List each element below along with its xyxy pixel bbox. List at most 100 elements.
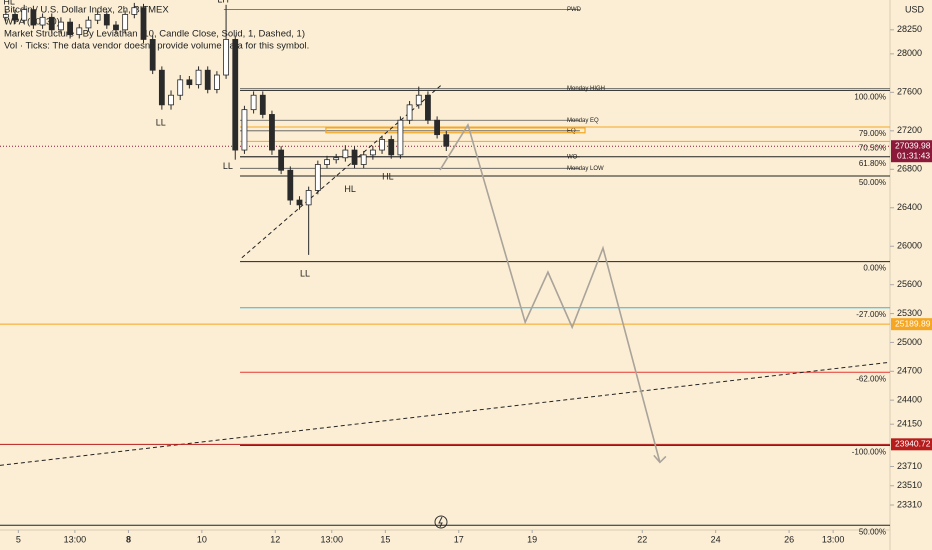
candle-body — [186, 79, 193, 86]
y-tick-label: 27600 — [897, 87, 922, 97]
fib-label: -27.00% — [856, 310, 886, 319]
candle-body — [177, 79, 184, 96]
x-tick-label: 26 — [784, 534, 794, 544]
candle-body — [278, 149, 285, 171]
session-label: Monday HIGH — [567, 86, 605, 92]
candle-body — [360, 154, 367, 165]
candle-body — [103, 14, 110, 26]
session-label: EQ — [567, 128, 576, 134]
candle-body — [296, 199, 303, 206]
session-label: PWD — [567, 7, 582, 13]
candle-body — [21, 9, 28, 21]
y-tick-label: 23510 — [897, 480, 922, 490]
candle-body — [2, 14, 9, 18]
session-label: Monday LOW — [567, 166, 604, 172]
candle-body — [259, 94, 266, 115]
candle-body — [158, 69, 165, 106]
x-tick-label: 15 — [380, 534, 390, 544]
fib-label: 50.00% — [859, 178, 886, 187]
candle-body — [48, 16, 55, 31]
candle-body — [415, 94, 422, 106]
price-tag-label: 23940.72 — [895, 439, 931, 449]
projection-arrow — [653, 454, 667, 464]
candle-body — [379, 139, 385, 151]
price-tag-timer: 01:31:43 — [897, 150, 930, 160]
candle-body — [30, 9, 37, 26]
legend-text: Vol · Ticks: The data vendor doesn't pro… — [4, 41, 309, 52]
candle-body — [425, 94, 431, 121]
candle-body — [305, 190, 312, 206]
price-tag — [891, 318, 932, 331]
candle-body — [333, 157, 340, 161]
candle-body — [434, 119, 441, 136]
candle-body — [94, 14, 101, 21]
x-tick-label: 17 — [454, 534, 464, 544]
replay-icon[interactable] — [434, 515, 448, 529]
fib-label: -62.00% — [856, 374, 886, 383]
y-tick-label: 26800 — [897, 164, 922, 174]
candle-body — [351, 149, 358, 165]
y-tick-label: 24400 — [897, 395, 922, 405]
y-tick-label: 25300 — [897, 308, 922, 318]
structure-label: HL — [3, 0, 15, 6]
structure-label: HL — [382, 171, 394, 181]
legend-text: Market Structure - By Leviathan (10, Can… — [4, 29, 305, 40]
candle-body — [168, 94, 174, 106]
x-tick-label: 5 — [16, 534, 21, 544]
candle-body — [269, 114, 275, 151]
fib-label: 100.00% — [854, 93, 886, 102]
x-tick-label: 13:00 — [822, 534, 845, 544]
y-tick-label: 24700 — [897, 366, 922, 376]
candle-body — [388, 139, 395, 156]
fib-label: -100.00% — [852, 447, 886, 456]
x-tick-label: 13:00 — [321, 534, 344, 544]
candle-body — [214, 74, 220, 90]
y-tick-label: 26000 — [897, 241, 922, 251]
candle-body — [58, 21, 64, 31]
price-tag-label: 27039.98 — [895, 140, 931, 150]
structure-label: LH — [217, 0, 229, 4]
structure-label: LL — [223, 161, 233, 171]
fib-label: 61.80% — [859, 159, 886, 168]
candle-body — [223, 39, 229, 76]
candle-body — [67, 21, 73, 36]
candle-body — [397, 119, 404, 156]
x-tick-label: 12 — [270, 534, 280, 544]
fib-label: 79.00% — [859, 129, 886, 138]
candle-body — [122, 14, 129, 31]
price-tag — [891, 140, 932, 163]
y-tick-label: 28000 — [897, 48, 922, 58]
x-tick-label: 22 — [637, 534, 647, 544]
y-tick-label: 28250 — [897, 24, 922, 34]
candle-body — [195, 69, 202, 86]
candle-body — [149, 39, 156, 71]
x-tick-label: 8 — [126, 534, 131, 544]
session-label: Monday EQ — [567, 118, 599, 124]
candle-body — [241, 109, 248, 151]
structure-label: LL — [300, 269, 310, 279]
candle-body — [324, 159, 330, 165]
x-tick-label: 19 — [527, 534, 537, 544]
candle-body — [342, 149, 349, 159]
candle-body — [85, 19, 92, 29]
y-tick-label: 25000 — [897, 337, 922, 347]
x-tick-label: 13:00 — [64, 534, 87, 544]
candle-body — [406, 104, 413, 121]
fib-label: 70.50% — [859, 144, 886, 153]
candle-body — [39, 16, 46, 26]
x-tick-label: 24 — [711, 534, 721, 544]
candle-body — [314, 164, 321, 191]
fib-label: 50.00% — [859, 527, 886, 536]
candle-body — [232, 39, 239, 151]
candle-body — [204, 69, 211, 90]
trend-line — [0, 361, 891, 466]
price-tag-label: 25189.89 — [895, 318, 931, 328]
candle-body — [140, 7, 147, 40]
legend-text: Bitcoin / U.S. Dollar Index, 2h, BITMEX — [4, 5, 169, 16]
y-tick-label: 23310 — [897, 499, 922, 509]
y-tick-label: 25600 — [897, 279, 922, 289]
structure-label: HL — [344, 184, 356, 194]
candle-body — [443, 134, 450, 147]
candle-body — [12, 14, 18, 21]
